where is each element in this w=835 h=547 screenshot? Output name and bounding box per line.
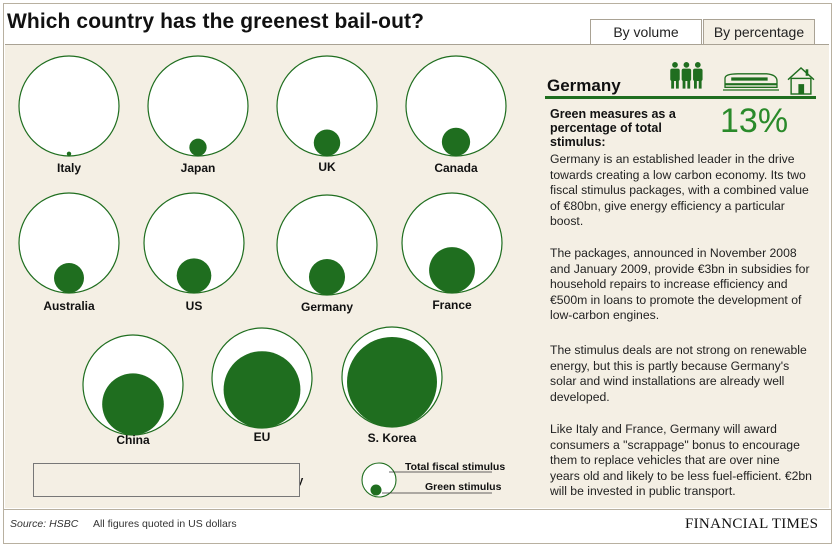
green-stimulus-circle	[66, 151, 72, 156]
country-label: Germany	[301, 300, 353, 314]
green-stimulus-circle	[176, 258, 212, 294]
green-stimulus-circle	[441, 127, 471, 156]
country-label: US	[186, 299, 203, 313]
legend-total-circle	[361, 462, 397, 498]
total-stimulus-circle	[276, 194, 378, 296]
detail-paragraph-3: The stimulus deals are not strong on ren…	[550, 343, 807, 404]
total-stimulus-circle	[276, 55, 378, 157]
measure-percentage: 13%	[720, 102, 789, 140]
icon-legend-box	[33, 463, 300, 497]
detail-paragraph-2: The packages, announced in November 2008…	[550, 246, 810, 323]
measure-label: Green measures as a percentage of total …	[550, 107, 676, 149]
legend-green-label: Green stimulus	[425, 481, 502, 493]
green-stimulus-circle	[54, 263, 84, 293]
country-label: EU	[254, 430, 271, 444]
detail-country-title: Germany	[547, 76, 621, 95]
footer-divider	[4, 509, 831, 510]
green-stimulus-circle	[102, 373, 164, 435]
country-label: China	[116, 433, 150, 447]
detail-paragraph-4: Like Italy and France, Germany will awar…	[550, 422, 812, 499]
country-label: Japan	[181, 161, 216, 175]
green-stimulus-circle	[223, 351, 301, 428]
country-label: France	[432, 298, 472, 312]
total-stimulus-circle	[18, 55, 120, 157]
green-stimulus-circle	[189, 138, 207, 157]
green-stimulus-circle	[347, 337, 437, 427]
green-stimulus-circle	[429, 247, 475, 293]
brand-logo: FINANCIAL TIMES	[685, 516, 819, 532]
detail-paragraph-1: Germany is an established leader in the …	[550, 152, 809, 229]
country-label: Italy	[57, 161, 81, 175]
legend-green-circle	[370, 484, 382, 496]
legend-total-label: Total fiscal stimulus	[405, 461, 505, 473]
page-title: Which country has the greenest bail-out?	[7, 10, 425, 33]
country-label: Canada	[434, 161, 478, 175]
country-label: UK	[318, 160, 336, 174]
detail-divider	[545, 96, 816, 99]
currency-note: All figures quoted in US dollars	[93, 518, 237, 530]
source-note: Source: HSBC	[10, 518, 79, 530]
green-stimulus-circle	[308, 258, 346, 295]
country-label: S. Korea	[368, 431, 417, 445]
tab-by-percentage[interactable]: By percentage	[703, 19, 815, 45]
green-stimulus-circle	[313, 129, 341, 156]
country-label: Australia	[43, 299, 95, 313]
